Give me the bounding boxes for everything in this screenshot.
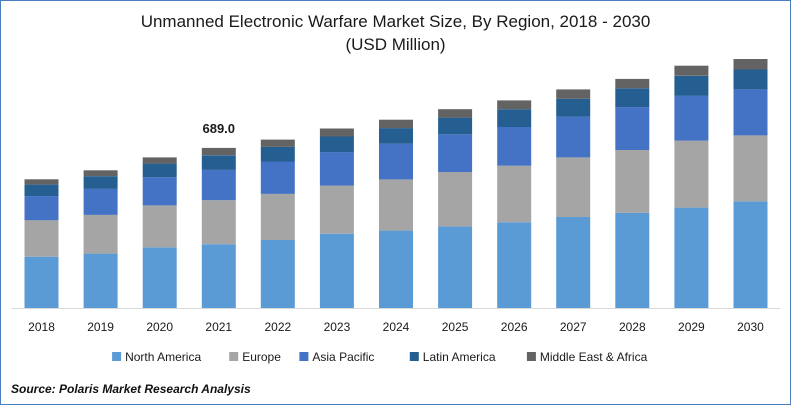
x-tick-label-2021: 2021 [205, 320, 232, 334]
bar-asia-pacific-2030 [733, 89, 768, 136]
bar-middle-east-and-africa-2020 [142, 157, 177, 164]
bar-north-america-2018 [24, 256, 59, 308]
bar-latin-america-2019 [83, 176, 118, 189]
bar-asia-pacific-2025 [438, 134, 473, 172]
legend-swatch-europe [229, 352, 239, 361]
bar-middle-east-and-africa-2029 [674, 65, 709, 76]
x-tick-label-2022: 2022 [264, 320, 291, 334]
legend-swatch-asia-pacific [299, 352, 309, 361]
bar-asia-pacific-2023 [319, 152, 354, 186]
bar-europe-2030 [733, 135, 768, 202]
bar-middle-east-and-africa-2022 [260, 139, 295, 147]
bar-europe-2023 [319, 185, 354, 234]
bar-europe-2024 [379, 179, 413, 231]
bar-north-america-2021 [201, 244, 236, 308]
bar-europe-2029 [674, 140, 709, 208]
bar-latin-america-2027 [556, 98, 591, 117]
x-tick-label-2023: 2023 [324, 320, 351, 334]
bar-asia-pacific-2028 [615, 107, 650, 150]
legend-swatch-middle-east-and-africa [526, 352, 536, 361]
legend-label-europe: Europe [242, 350, 281, 364]
bar-north-america-2028 [615, 212, 650, 308]
bar-north-america-2020 [142, 247, 177, 308]
legend-label-middle-east-and-africa: Middle East & Africa [540, 350, 648, 364]
bar-middle-east-and-africa-2021 [201, 147, 236, 156]
bar-latin-america-2025 [438, 117, 473, 135]
bar-latin-america-2024 [379, 128, 413, 144]
bar-asia-pacific-2024 [379, 143, 413, 180]
bar-europe-2026 [497, 165, 532, 223]
x-tick-label-2024: 2024 [383, 320, 410, 334]
bar-middle-east-and-africa-2019 [83, 170, 118, 177]
bar-asia-pacific-2027 [556, 116, 591, 158]
bar-latin-america-2030 [733, 69, 768, 90]
bar-europe-2020 [142, 205, 177, 248]
bar-asia-pacific-2018 [24, 196, 59, 221]
bar-north-america-2030 [733, 201, 768, 308]
bar-latin-america-2018 [24, 184, 59, 197]
bar-north-america-2025 [438, 226, 473, 308]
bar-north-america-2022 [260, 240, 295, 308]
bar-middle-east-and-africa-2028 [615, 78, 650, 89]
x-tick-label-2019: 2019 [87, 320, 114, 334]
legend-label-asia-pacific: Asia Pacific [312, 350, 374, 364]
x-tick-label-2030: 2030 [737, 320, 764, 334]
x-tick-label-2020: 2020 [146, 320, 173, 334]
bar-middle-east-and-africa-2027 [556, 89, 591, 99]
bar-europe-2021 [201, 200, 236, 245]
x-tick-label-2018: 2018 [28, 320, 55, 334]
legend-swatch-north-america [112, 352, 122, 361]
bar-north-america-2024 [379, 230, 413, 308]
bar-asia-pacific-2021 [201, 169, 236, 201]
bar-latin-america-2026 [497, 109, 532, 127]
bar-latin-america-2022 [260, 146, 295, 162]
legend-swatch-latin-america [409, 352, 419, 361]
chart-subtitle: (USD Million) [345, 35, 446, 54]
bar-middle-east-and-africa-2025 [438, 109, 473, 118]
bar-middle-east-and-africa-2024 [379, 119, 413, 129]
x-tick-label-2026: 2026 [501, 320, 528, 334]
bar-asia-pacific-2026 [497, 127, 532, 166]
legend-label-latin-america: Latin America [423, 350, 496, 364]
source-note: Source: Polaris Market Research Analysis [11, 382, 251, 396]
x-tick-label-2027: 2027 [560, 320, 587, 334]
bar-north-america-2019 [83, 253, 118, 308]
bar-europe-2028 [615, 150, 650, 213]
legend-label-north-america: North America [125, 350, 201, 364]
bar-north-america-2029 [674, 207, 709, 308]
bar-north-america-2026 [497, 222, 532, 308]
bar-latin-america-2021 [201, 155, 236, 170]
bar-europe-2019 [83, 214, 118, 254]
bar-latin-america-2023 [319, 136, 354, 153]
bar-middle-east-and-africa-2030 [733, 59, 768, 70]
x-tick-label-2028: 2028 [619, 320, 646, 334]
x-tick-label-2025: 2025 [442, 320, 469, 334]
bar-asia-pacific-2020 [142, 177, 177, 206]
bar-latin-america-2020 [142, 163, 177, 178]
bar-latin-america-2028 [615, 88, 650, 108]
x-tick-label-2029: 2029 [678, 320, 705, 334]
data-label-2021: 689.0 [202, 121, 235, 136]
bar-latin-america-2029 [674, 75, 709, 96]
bar-europe-2027 [556, 157, 591, 217]
bar-asia-pacific-2019 [83, 188, 118, 215]
bar-europe-2022 [260, 194, 295, 240]
bar-europe-2025 [438, 172, 473, 227]
bar-middle-east-and-africa-2026 [497, 100, 532, 110]
bar-asia-pacific-2022 [260, 161, 295, 194]
bar-middle-east-and-africa-2018 [24, 179, 59, 185]
bar-north-america-2027 [556, 217, 591, 308]
bar-europe-2018 [24, 220, 59, 257]
bar-middle-east-and-africa-2023 [319, 128, 354, 137]
bar-north-america-2023 [319, 233, 354, 308]
chart-title: Unmanned Electronic Warfare Market Size,… [140, 12, 651, 31]
bar-asia-pacific-2029 [674, 95, 709, 141]
